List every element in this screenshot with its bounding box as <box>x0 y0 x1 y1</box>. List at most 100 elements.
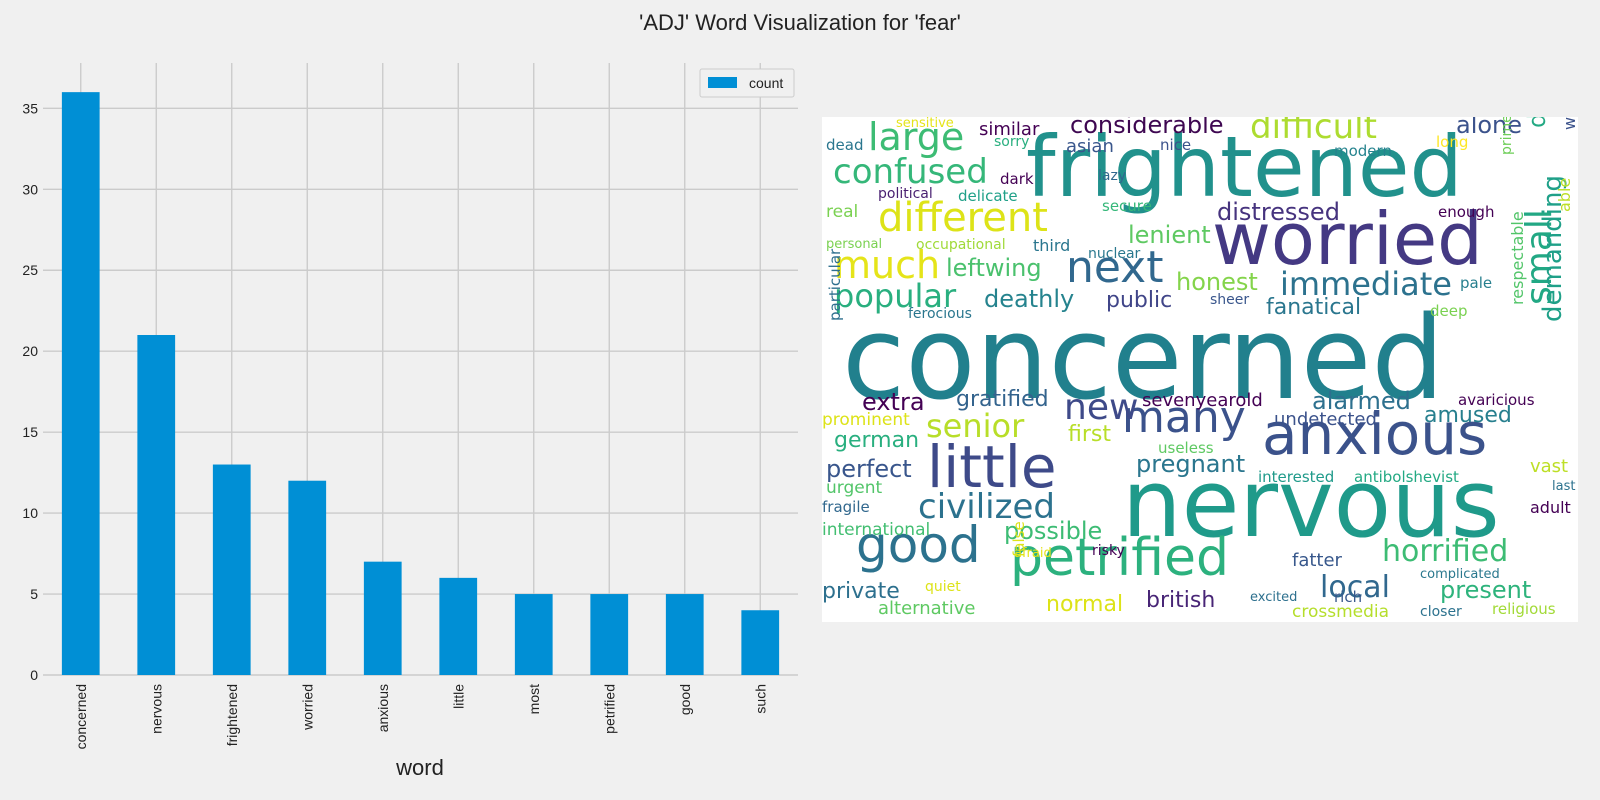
y-tick-label: 35 <box>22 100 38 116</box>
bar-nervous <box>137 335 176 675</box>
word-cloud-word: private <box>822 579 900 604</box>
word-cloud-word: respectable <box>1508 211 1527 305</box>
word-cloud-word: long <box>1436 133 1469 151</box>
x-tick-label: worried <box>299 684 315 731</box>
x-axis-label: word <box>395 755 444 780</box>
word-cloud-word: real <box>826 202 859 222</box>
x-tick-label: nervous <box>148 684 164 734</box>
word-cloud-word: dark <box>1000 170 1034 188</box>
bar-good <box>665 594 704 675</box>
word-cloud-word: prime <box>1499 117 1515 155</box>
y-tick-label: 20 <box>22 343 38 359</box>
word-cloud-word: honest <box>1176 268 1258 296</box>
word-cloud-word: secure <box>1102 197 1152 215</box>
x-tick-label: petrified <box>601 684 617 734</box>
word-cloud-word: little <box>927 433 1057 501</box>
word-cloud-word: present <box>1440 576 1532 604</box>
word-cloud-word: urgent <box>826 478 883 498</box>
word-cloud-word: civilized <box>918 487 1055 527</box>
word-cloud-word: diplomatic <box>1523 117 1551 128</box>
word-cloud-word: excited <box>1250 590 1298 605</box>
word-cloud-word: able <box>1555 177 1574 212</box>
word-cloud-word: nuclear <box>1088 246 1141 262</box>
word-cloud-word: vast <box>1530 456 1569 477</box>
word-cloud-word: difficult <box>1250 117 1377 147</box>
word-cloud-word: perfect <box>826 455 912 483</box>
word-cloud-word: asian <box>1066 136 1114 157</box>
word-cloud-word: next <box>1066 242 1164 293</box>
word-cloud-word: new <box>1064 387 1139 428</box>
x-tick-label: such <box>752 684 768 714</box>
bar-petrified <box>590 594 629 675</box>
x-tick-label: most <box>526 684 542 714</box>
word-cloud-word: fragile <box>822 498 870 516</box>
y-tick-label: 5 <box>30 586 38 602</box>
word-cloud-word: sorry <box>994 134 1030 150</box>
bar-such <box>741 610 780 675</box>
word-cloud-word: gratified <box>956 387 1049 412</box>
word-cloud-word: different <box>878 195 1048 241</box>
word-cloud-word: useless <box>1158 439 1214 457</box>
bar-anxious <box>363 561 402 675</box>
x-tick-label: good <box>677 684 693 715</box>
word-cloud-word: antibolshevist <box>1354 468 1459 486</box>
y-tick-label: 0 <box>30 667 38 683</box>
word-cloud-word: pregnant <box>1136 450 1246 478</box>
bar-concerned <box>61 92 100 675</box>
bar-chart-bars <box>61 92 780 675</box>
word-cloud-word: alarmed <box>1312 387 1411 415</box>
x-tick-label: little <box>450 684 466 709</box>
word-cloud-word: much <box>834 243 941 287</box>
word-cloud-word: deathly <box>984 285 1075 313</box>
word-cloud-word: considerable <box>1070 117 1224 139</box>
word-cloud-word: amused <box>1424 403 1512 428</box>
word-cloud-word: lenient <box>1128 221 1211 249</box>
bar-chart: 0 5 10 15 20 25 30 35 concerned nervous frightene… <box>22 63 798 780</box>
word-cloud-word: nervous <box>1122 450 1500 559</box>
word-cloud-word: immediate <box>1280 265 1452 303</box>
word-cloud-word: avaricious <box>1458 391 1535 409</box>
word-cloud-word: modern <box>1334 142 1392 160</box>
bar-worried <box>288 480 327 675</box>
y-tick-label: 25 <box>22 262 38 278</box>
word-cloud-word: closer <box>1420 604 1462 620</box>
word-cloud-word: alone <box>1456 117 1523 139</box>
word-cloud-word: particular <box>826 248 844 321</box>
word-cloud-word: first <box>1068 422 1111 447</box>
word-cloud-word: large <box>868 117 965 159</box>
word-cloud-word: complicated <box>1420 567 1500 582</box>
word-cloud-word: last <box>1552 479 1576 494</box>
x-tick-label: concerned <box>73 684 89 749</box>
y-tick-label: 10 <box>22 505 38 521</box>
word-cloud-word: leftwing <box>946 254 1042 282</box>
word-cloud-word: alternative <box>878 598 976 619</box>
word-cloud-word: german <box>834 428 920 453</box>
word-cloud-word: concerned <box>842 292 1445 426</box>
word-cloud-word: international <box>822 520 931 540</box>
word-cloud-word: sevenyearold <box>1142 390 1263 411</box>
word-cloud-word: sheer <box>1210 292 1250 308</box>
word-cloud-word: afraid <box>1014 546 1052 561</box>
word-cloud-word: horrified <box>1382 534 1509 569</box>
word-cloud: concerned nervous frightened worried anxious… <box>822 117 1578 622</box>
word-cloud-word: interested <box>1258 468 1335 486</box>
word-cloud-word: rich <box>1334 588 1363 606</box>
word-cloud-word: fanatical <box>1266 295 1362 320</box>
word-cloud-word: similar <box>979 119 1040 140</box>
bar-frightened <box>212 464 251 675</box>
word-cloud-word: petrified <box>1010 528 1229 588</box>
word-cloud-word: prominent <box>822 410 910 430</box>
word-cloud-word: possible <box>1004 517 1103 545</box>
word-cloud-word: worried <box>1212 197 1483 281</box>
word-cloud-word: public <box>1106 288 1173 313</box>
legend: count <box>699 68 795 98</box>
y-tick-label: 30 <box>22 181 38 197</box>
word-cloud-word: good <box>856 516 981 574</box>
word-cloud-word: crossmedia <box>1292 602 1390 622</box>
word-cloud-word: dead <box>826 136 864 154</box>
legend-swatch <box>708 77 737 88</box>
word-cloud-word: distressed <box>1217 198 1340 226</box>
x-axis-ticks: concerned nervous frightened worried anxious… <box>73 684 769 750</box>
word-cloud-word: third <box>1033 236 1071 255</box>
word-cloud-word: personal <box>826 237 883 252</box>
